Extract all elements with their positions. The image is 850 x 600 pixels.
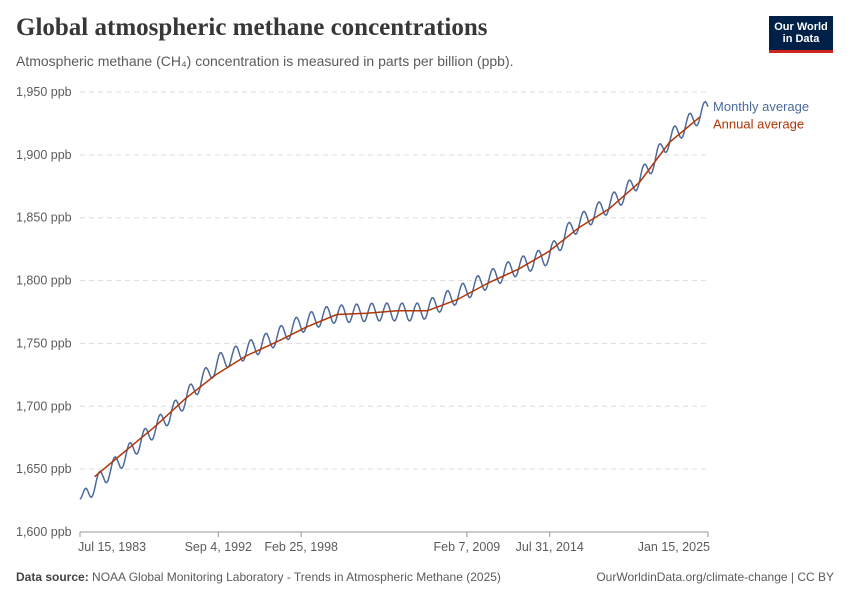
data-source-link[interactable]: NOAA Global Monitoring Laboratory - Tren… xyxy=(92,570,501,584)
x-tick-label: Jul 31, 2014 xyxy=(516,540,584,554)
x-tick-label: Feb 7, 2009 xyxy=(434,540,501,554)
annual-average-legend-label: Annual average xyxy=(713,117,804,132)
data-source: Data source: NOAA Global Monitoring Labo… xyxy=(16,570,501,584)
monthly-average-legend-label: Monthly average xyxy=(713,99,809,114)
y-tick-label: 1,650 ppb xyxy=(16,462,72,476)
y-tick-label: 1,800 ppb xyxy=(16,274,72,288)
x-tick-label: Feb 25, 1998 xyxy=(264,540,338,554)
monthly-average-line xyxy=(80,102,708,500)
x-tick-label: Sep 4, 1992 xyxy=(185,540,252,554)
y-tick-label: 1,700 ppb xyxy=(16,399,72,413)
y-tick-label: 1,900 ppb xyxy=(16,148,72,162)
y-tick-label: 1,750 ppb xyxy=(16,336,72,350)
y-tick-label: 1,850 ppb xyxy=(16,211,72,225)
x-tick-label: Jan 15, 2025 xyxy=(638,540,710,554)
data-source-label: Data source: xyxy=(16,570,89,584)
attribution-link[interactable]: OurWorldinData.org/climate-change | CC B… xyxy=(596,570,834,584)
y-tick-label: 1,600 ppb xyxy=(16,525,72,539)
y-tick-label: 1,950 ppb xyxy=(16,85,72,99)
annual-average-line xyxy=(95,117,700,477)
x-tick-label: Jul 15, 1983 xyxy=(78,540,146,554)
